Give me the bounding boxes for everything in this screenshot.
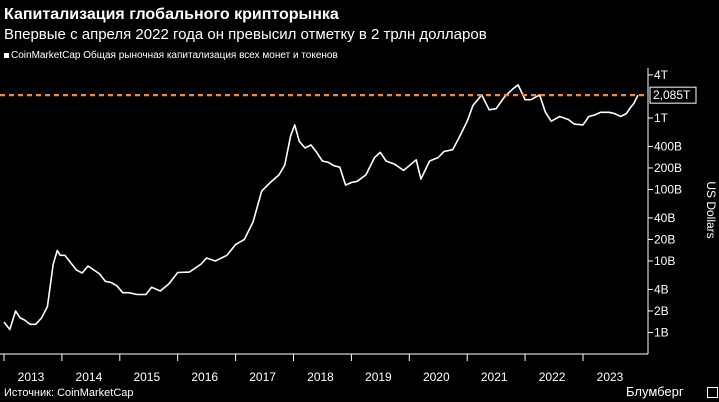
y-tick-label: 4T [654,68,669,82]
x-tick-label: 2017 [249,370,276,384]
y-tick-label: 2B [654,304,669,318]
y-tick-label: 20B [654,232,675,246]
legend: CoinMarketCap Общая рыночная капитализац… [4,50,338,61]
x-tick-label: 2020 [423,370,450,384]
x-tick-label: 2013 [18,370,45,384]
y-tick-label: 400B [654,139,682,153]
brand-mark-icon [707,387,718,398]
source-note: Источник: CoinMarketCap [4,387,134,399]
x-tick-label: 2018 [307,370,334,384]
y-tick-label: 1B [654,325,669,339]
y-axis: 4T 1T 400B 200B 100B 40B 20B 10B 4B 2B 1B [648,68,682,339]
y-tick-label: 40B [654,211,675,225]
y-tick-label: 4B [654,282,669,296]
y-axis-title: US Dollars [704,181,718,238]
y-tick-label: 1T [654,111,669,125]
x-tick-label: 2021 [481,370,508,384]
series-line-total-market-cap [3,84,639,331]
reference-label-text: 2,085T [653,88,691,102]
brand-logo: Блумберг [626,384,684,399]
chart-title: Капитализация глобального крипторынка [4,6,339,23]
x-tick-label: 2022 [539,370,566,384]
chart-subtitle: Впервые с апреля 2022 года он превысил о… [4,26,487,43]
reference-label: 2,085T [649,86,697,104]
x-tick-label: 2023 [597,370,624,384]
x-tick-label: 2019 [365,370,392,384]
x-tick-label: 2016 [191,370,218,384]
y-tick-label: 100B [654,182,682,196]
x-axis: 2013 2014 2015 2016 2017 2018 2019 2020 2021 2022… [3,354,624,384]
legend-swatch [4,53,9,58]
y-tick-label: 10B [654,254,675,268]
y-tick-label: 200B [654,161,682,175]
x-tick-label: 2015 [133,370,160,384]
x-tick-label: 2014 [76,370,103,384]
legend-label: CoinMarketCap Общая рыночная капитализац… [11,50,338,61]
